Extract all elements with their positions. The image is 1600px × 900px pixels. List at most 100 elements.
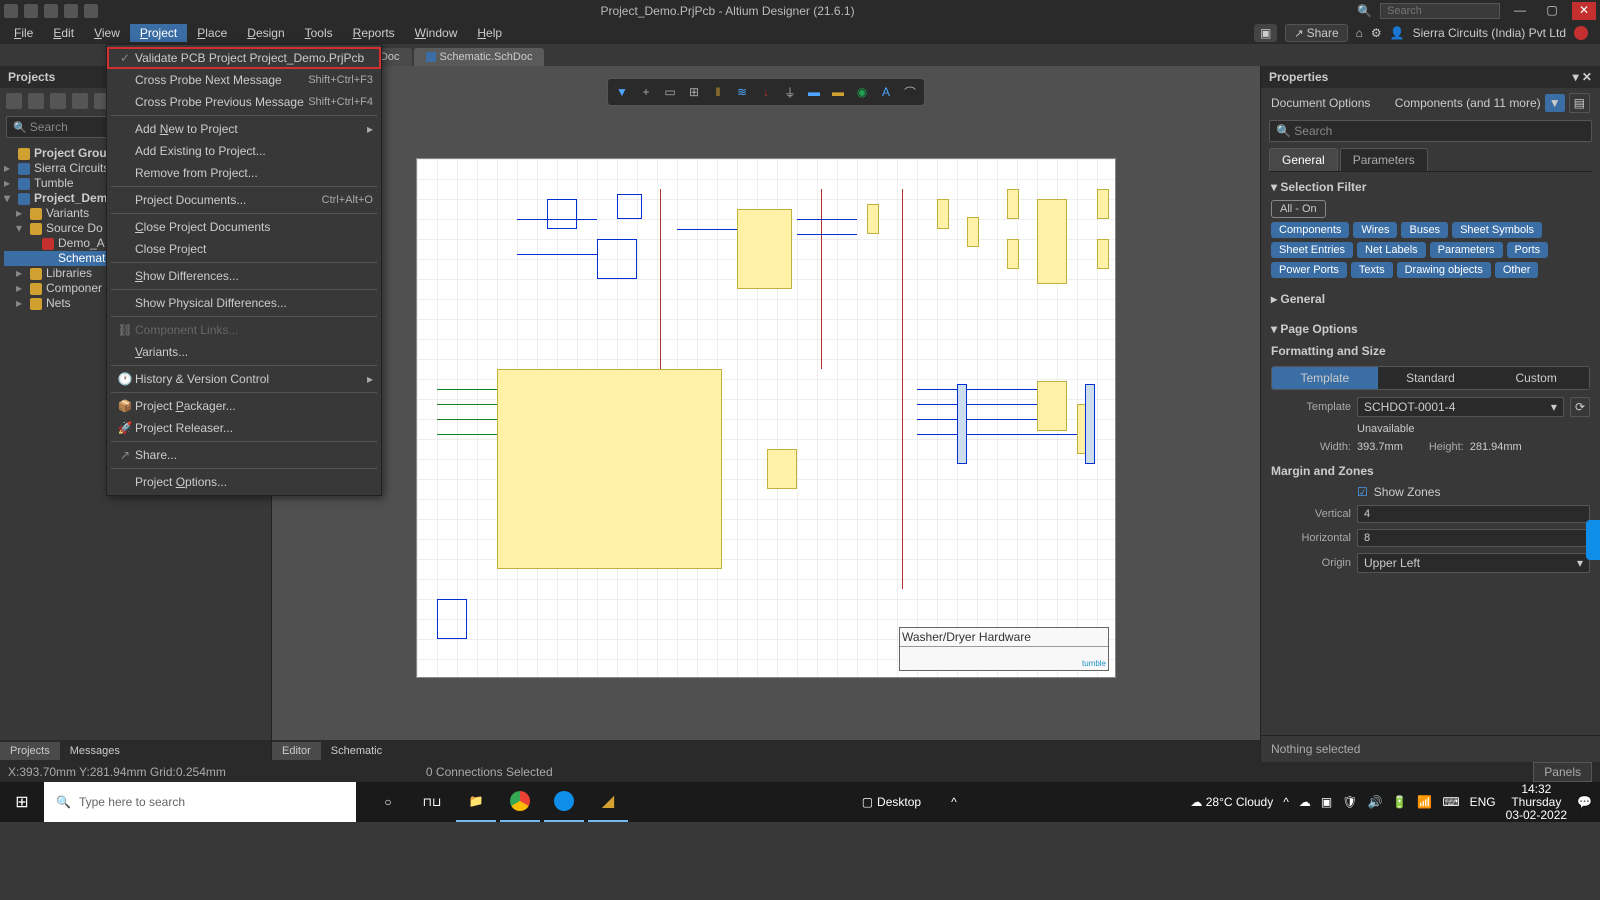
cloud-icon[interactable]: ▣ bbox=[1254, 24, 1277, 42]
qa-icon[interactable] bbox=[64, 4, 78, 18]
wifi-icon[interactable]: 📶 bbox=[1417, 795, 1432, 809]
menu-view[interactable]: View bbox=[84, 24, 130, 42]
filter-chip[interactable]: Buses bbox=[1401, 222, 1448, 238]
keyboard-icon[interactable]: ⌨ bbox=[1442, 795, 1459, 809]
tray-icon[interactable]: ▣ bbox=[1321, 795, 1332, 809]
menu-item[interactable]: Project Documents...Ctrl+Alt+O bbox=[107, 189, 381, 211]
battery-icon[interactable]: 🔋 bbox=[1392, 795, 1407, 809]
showzones-checkbox[interactable]: ☑ bbox=[1357, 485, 1368, 499]
maximize-button[interactable]: ▢ bbox=[1540, 2, 1564, 20]
share-button[interactable]: ↗ Share bbox=[1285, 24, 1347, 42]
ct-icon[interactable]: ‖ bbox=[707, 82, 729, 102]
taskbar-search[interactable]: 🔍Type here to search bbox=[44, 782, 356, 822]
panels-button[interactable]: Panels bbox=[1533, 762, 1592, 782]
menu-file[interactable]: File bbox=[4, 24, 43, 42]
filter-chip[interactable]: Drawing objects bbox=[1397, 262, 1491, 278]
section-selection-filter[interactable]: ▾ Selection Filter bbox=[1271, 176, 1590, 198]
onedrive-icon[interactable]: ☁ bbox=[1299, 795, 1311, 809]
teamviewer-icon[interactable] bbox=[544, 782, 584, 822]
ct-icon[interactable]: ≋ bbox=[731, 82, 753, 102]
teamviewer-tab[interactable] bbox=[1586, 520, 1600, 560]
qa-icon[interactable] bbox=[4, 4, 18, 18]
menu-item[interactable]: Remove from Project... bbox=[107, 162, 381, 184]
ct-filter-icon[interactable]: ▼ bbox=[611, 82, 633, 102]
chrome-icon[interactable] bbox=[500, 782, 540, 822]
menu-item[interactable]: Show Differences... bbox=[107, 265, 381, 287]
size-mode-segments[interactable]: Template Standard Custom bbox=[1271, 366, 1590, 390]
filter-chip[interactable]: Power Ports bbox=[1271, 262, 1347, 278]
menu-item[interactable]: Cross Probe Previous MessageShift+Ctrl+F… bbox=[107, 91, 381, 113]
tab-editor[interactable]: Editor bbox=[272, 742, 321, 760]
menu-item[interactable]: 🕐History & Version Control▸ bbox=[107, 368, 381, 390]
filter-chip[interactable]: Texts bbox=[1351, 262, 1393, 278]
filter-chip[interactable]: Ports bbox=[1507, 242, 1549, 258]
menu-place[interactable]: Place bbox=[187, 24, 237, 42]
menu-item[interactable]: ✓Validate PCB Project Project_Demo.PrjPc… bbox=[107, 47, 381, 69]
tb-icon[interactable] bbox=[6, 93, 22, 109]
tab-parameters[interactable]: Parameters bbox=[1340, 148, 1428, 171]
menu-edit[interactable]: Edit bbox=[43, 24, 84, 42]
ct-icon[interactable]: ▭ bbox=[659, 82, 681, 102]
ct-icon[interactable]: ↓ bbox=[755, 82, 777, 102]
notifications-icon[interactable]: 💬 bbox=[1577, 795, 1592, 809]
tab-schematic[interactable]: Schematic bbox=[321, 742, 392, 760]
menu-item[interactable]: Project Options... bbox=[107, 471, 381, 493]
menu-item[interactable]: Variants... bbox=[107, 341, 381, 363]
filter-chip[interactable]: Net Labels bbox=[1357, 242, 1426, 258]
tb-icon[interactable] bbox=[72, 93, 88, 109]
menu-item[interactable]: Add Existing to Project... bbox=[107, 140, 381, 162]
home-icon[interactable]: ⌂ bbox=[1356, 26, 1363, 40]
user-icon[interactable]: 👤 bbox=[1390, 26, 1405, 40]
menu-item[interactable]: ↗Share... bbox=[107, 444, 381, 466]
qa-icon[interactable] bbox=[84, 4, 98, 18]
list-button[interactable]: ▤ bbox=[1569, 93, 1590, 113]
lang-label[interactable]: ENG bbox=[1470, 795, 1496, 809]
tab-messages[interactable]: Messages bbox=[60, 742, 130, 760]
menu-help[interactable]: Help bbox=[467, 24, 512, 42]
menu-tools[interactable]: Tools bbox=[295, 24, 343, 42]
menu-item[interactable]: Close Project Documents bbox=[107, 216, 381, 238]
qa-icon[interactable] bbox=[44, 4, 58, 18]
weather-widget[interactable]: ☁ 28°C Cloudy bbox=[1190, 795, 1273, 809]
ct-icon[interactable]: ▬ bbox=[803, 82, 825, 102]
close-button[interactable]: ✕ bbox=[1572, 2, 1596, 20]
menu-reports[interactable]: Reports bbox=[343, 24, 405, 42]
schematic-sheet[interactable]: Washer/Dryer Hardware tumble bbox=[416, 158, 1116, 678]
ct-icon[interactable]: ⌒ bbox=[899, 82, 921, 102]
panel-close-icon[interactable]: ▾ ✕ bbox=[1573, 70, 1592, 84]
filter-chip[interactable]: Components bbox=[1271, 222, 1349, 238]
search-input[interactable] bbox=[1380, 3, 1500, 19]
tray-icon[interactable]: 🛡 bbox=[1342, 795, 1357, 809]
altium-icon[interactable]: ◢ bbox=[588, 782, 628, 822]
filter-chip[interactable]: Sheet Symbols bbox=[1452, 222, 1542, 238]
section-general[interactable]: ▸ General bbox=[1271, 288, 1590, 310]
menu-item[interactable]: Show Physical Differences... bbox=[107, 292, 381, 314]
section-page-options[interactable]: ▾ Page Options bbox=[1271, 318, 1590, 340]
menu-design[interactable]: Design bbox=[237, 24, 294, 42]
filter-chip[interactable]: Parameters bbox=[1430, 242, 1503, 258]
start-button[interactable]: ⊞ bbox=[0, 782, 44, 822]
qa-icon[interactable] bbox=[24, 4, 38, 18]
menu-item[interactable]: Cross Probe Next MessageShift+Ctrl+F3 bbox=[107, 69, 381, 91]
tab-projects[interactable]: Projects bbox=[0, 742, 60, 760]
desktop-label[interactable]: ▢Desktop^ bbox=[628, 795, 1190, 809]
doctab[interactable]: Schematic.SchDoc bbox=[414, 48, 545, 66]
menu-item[interactable]: Close Project bbox=[107, 238, 381, 260]
ct-icon[interactable]: A bbox=[875, 82, 897, 102]
ct-icon[interactable]: + bbox=[635, 82, 657, 102]
filter-chip[interactable]: Sheet Entries bbox=[1271, 242, 1353, 258]
template-select[interactable]: SCHDOT-0001-4 ▾ bbox=[1357, 397, 1564, 417]
ct-icon[interactable]: ⏚ bbox=[779, 82, 801, 102]
filter-button[interactable]: ▼ bbox=[1545, 94, 1565, 112]
notify-icon[interactable] bbox=[1574, 26, 1588, 40]
clock[interactable]: 14:32 Thursday 03-02-2022 bbox=[1506, 783, 1567, 822]
menu-project[interactable]: Project bbox=[130, 24, 187, 42]
vertical-input[interactable] bbox=[1357, 505, 1590, 523]
origin-select[interactable]: Upper Left▾ bbox=[1357, 553, 1590, 573]
properties-search[interactable]: 🔍 Search bbox=[1269, 120, 1592, 142]
menu-item[interactable]: 📦Project Packager... bbox=[107, 395, 381, 417]
taskview-icon[interactable]: ⊓⊔ bbox=[412, 782, 452, 822]
tb-icon[interactable] bbox=[50, 93, 66, 109]
menu-item[interactable]: Add New to Project▸ bbox=[107, 118, 381, 140]
ct-icon[interactable]: ▬ bbox=[827, 82, 849, 102]
